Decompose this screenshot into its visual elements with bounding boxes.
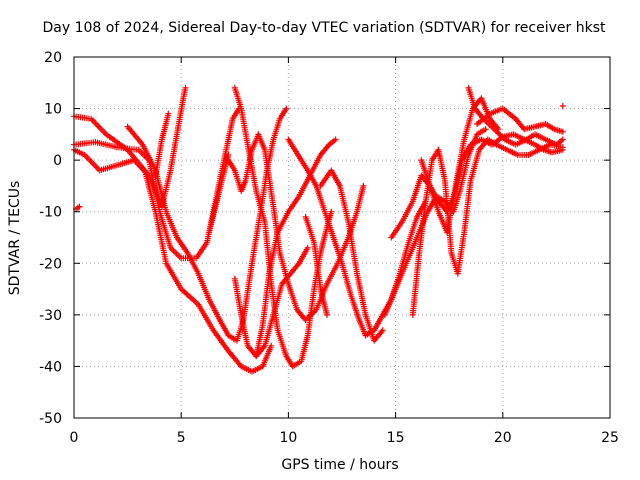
series-track-r bbox=[465, 84, 566, 148]
y-axis-label: SDTVAR / TECUs bbox=[7, 181, 23, 296]
axis-ticks bbox=[73, 56, 611, 419]
data-point bbox=[328, 208, 335, 215]
series-track-q bbox=[409, 136, 566, 318]
data-point bbox=[165, 110, 172, 117]
series-track-f bbox=[152, 110, 172, 179]
y-tick-label: 20 bbox=[44, 50, 62, 66]
x-tick-label: 20 bbox=[494, 430, 512, 446]
y-tick-label: -50 bbox=[39, 411, 62, 427]
series-track-c bbox=[71, 84, 189, 210]
series-track-a bbox=[71, 113, 275, 375]
y-tick-label: -10 bbox=[39, 205, 62, 221]
y-tick-label: -20 bbox=[39, 256, 62, 272]
y-tick-label: 10 bbox=[44, 102, 62, 118]
x-tick-label: 10 bbox=[279, 430, 297, 446]
data-point bbox=[559, 103, 566, 109]
data-point bbox=[225, 152, 232, 158]
x-tick-label: 25 bbox=[601, 430, 619, 446]
series-track-e bbox=[124, 105, 290, 344]
x-tick-label: 5 bbox=[177, 430, 186, 446]
plot-frame bbox=[73, 56, 611, 419]
data-point bbox=[559, 128, 566, 135]
series-track-t bbox=[474, 105, 566, 135]
data-point bbox=[283, 105, 290, 112]
x-axis-label: GPS time / hours bbox=[281, 457, 398, 473]
data-point bbox=[268, 342, 275, 349]
data-point bbox=[379, 327, 386, 334]
series-track-u bbox=[559, 103, 566, 109]
tick-labels: 0 5 10 15 20 25 -50 -40 -30 -20 -10 0 10 20 bbox=[39, 50, 619, 446]
series-track-l bbox=[285, 136, 429, 339]
data-point bbox=[482, 126, 489, 133]
y-tick-label: -40 bbox=[39, 359, 62, 375]
data-point bbox=[324, 311, 330, 318]
data-point bbox=[332, 136, 339, 143]
series-track-j bbox=[231, 244, 311, 360]
data-point bbox=[304, 244, 311, 251]
y-tick-label: 0 bbox=[53, 153, 62, 169]
series-track-i bbox=[206, 152, 232, 236]
data-point bbox=[559, 136, 566, 143]
data-point bbox=[76, 203, 83, 210]
grid bbox=[74, 57, 610, 418]
data-markers bbox=[71, 84, 566, 375]
series-track-k bbox=[253, 136, 339, 360]
series-track-s bbox=[418, 131, 566, 215]
chart-title: Day 108 of 2024, Sidereal Day-to-day VTE… bbox=[43, 20, 606, 36]
x-tick-label: 0 bbox=[70, 430, 79, 446]
x-tick-label: 15 bbox=[387, 430, 405, 446]
series-track-m bbox=[317, 167, 386, 344]
y-tick-label: -30 bbox=[39, 308, 62, 324]
data-point bbox=[559, 146, 566, 153]
data-point bbox=[360, 182, 367, 189]
data-point bbox=[182, 84, 189, 91]
series-track-n bbox=[302, 213, 330, 318]
